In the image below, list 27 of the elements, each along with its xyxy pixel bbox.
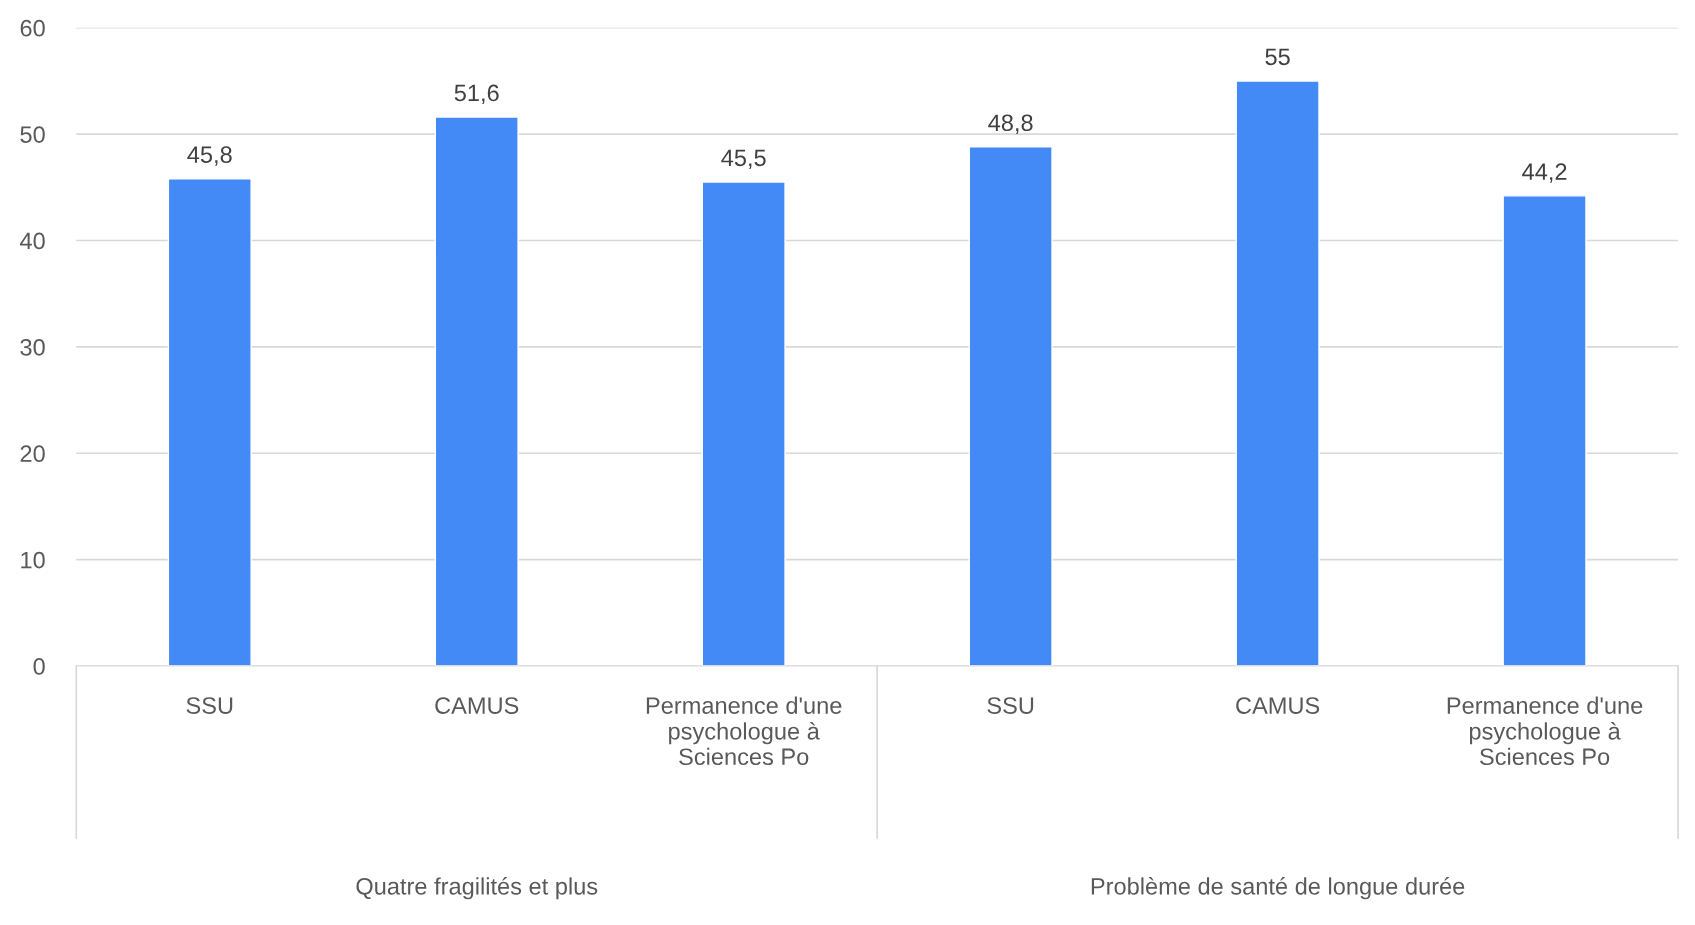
data-label: 48,8 bbox=[988, 114, 1033, 134]
data-label: 51,6 bbox=[454, 84, 499, 105]
y-tick-label: 0 bbox=[33, 658, 45, 675]
text: Quatre fragilités et plus bbox=[356, 877, 598, 900]
x-tick-label: Permanence d'une psychologue à Sciences Po bbox=[1447, 696, 1643, 766]
data-label: 45,5 bbox=[721, 149, 766, 169]
y-tick-label: 40 bbox=[20, 232, 45, 250]
x-tick-label: CAMUS bbox=[435, 697, 519, 714]
y-tick-label: 50 bbox=[20, 126, 45, 143]
bar bbox=[1502, 195, 1587, 666]
x-tick-label: Permanence d'une psychologue à Sciences Po bbox=[646, 696, 842, 766]
y-tick-label: 60 bbox=[20, 19, 45, 37]
bar bbox=[968, 146, 1053, 666]
text: Problème de santé de longue durée bbox=[1091, 877, 1465, 900]
bar bbox=[167, 178, 252, 666]
bar bbox=[434, 116, 519, 666]
data-label: 45,8 bbox=[187, 146, 232, 166]
x-tick-label: SSU bbox=[186, 697, 233, 714]
x-tick-label: SSU bbox=[987, 697, 1034, 714]
bar bbox=[1235, 80, 1320, 666]
bar bbox=[701, 181, 786, 666]
data-label: 44,2 bbox=[1522, 163, 1567, 183]
y-tick-label: 10 bbox=[21, 551, 45, 569]
x-tick-label: CAMUS bbox=[1236, 697, 1320, 714]
data-label: 55 bbox=[1265, 48, 1290, 66]
y-tick-label: 20 bbox=[20, 445, 45, 463]
y-tick-label: 30 bbox=[20, 338, 45, 356]
